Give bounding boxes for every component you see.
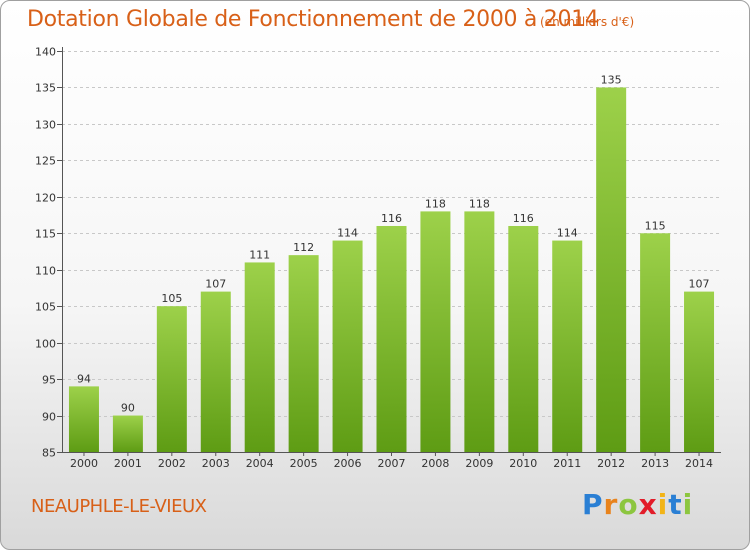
bar-value-label: 114 bbox=[557, 227, 578, 240]
x-tick-label: 2008 bbox=[421, 457, 449, 470]
y-tick-label: 95 bbox=[42, 374, 56, 387]
x-tick-label: 2013 bbox=[641, 457, 669, 470]
bar-value-label: 107 bbox=[205, 278, 226, 291]
y-tick-label: 90 bbox=[42, 411, 56, 424]
bars bbox=[68, 87, 715, 453]
proxiti-logo[interactable]: Proxiti bbox=[582, 488, 693, 521]
bar bbox=[244, 262, 275, 452]
x-tick-label: 2000 bbox=[70, 457, 98, 470]
bar-value-label: 116 bbox=[381, 212, 402, 225]
y-tick-label: 85 bbox=[42, 447, 56, 460]
bar bbox=[552, 240, 583, 452]
axes bbox=[57, 47, 721, 456]
y-tick-label: 110 bbox=[35, 265, 56, 278]
y-tick-label: 100 bbox=[35, 338, 56, 351]
x-tick-label: 2011 bbox=[553, 457, 581, 470]
logo-letter: r bbox=[603, 488, 619, 521]
bar bbox=[464, 211, 495, 452]
bar-value-label: 111 bbox=[249, 248, 270, 261]
bar bbox=[112, 415, 143, 452]
bar bbox=[332, 240, 363, 452]
bar-value-label: 94 bbox=[77, 372, 91, 385]
x-tick-label: 2009 bbox=[465, 457, 493, 470]
logo-letter: o bbox=[618, 488, 639, 521]
x-tick-label: 2002 bbox=[158, 457, 186, 470]
y-tick-label: 135 bbox=[35, 82, 56, 95]
y-tick-label: 130 bbox=[35, 119, 56, 132]
x-tick-label: 2004 bbox=[246, 457, 274, 470]
logo-letter: x bbox=[638, 488, 658, 521]
bar bbox=[200, 291, 231, 452]
y-tick-label: 105 bbox=[35, 301, 56, 314]
bar-value-label: 118 bbox=[469, 197, 490, 210]
bar bbox=[376, 225, 407, 452]
x-tick-label: 2014 bbox=[685, 457, 713, 470]
bar bbox=[288, 255, 319, 452]
y-tick-label: 120 bbox=[35, 192, 56, 205]
logo-letter: P bbox=[582, 488, 604, 521]
logo-letter: i bbox=[657, 488, 669, 521]
bar bbox=[640, 233, 671, 452]
y-tick-label: 115 bbox=[35, 228, 56, 241]
bar-value-label: 135 bbox=[601, 73, 622, 86]
bar bbox=[156, 306, 187, 452]
bar bbox=[68, 386, 99, 452]
bar bbox=[684, 291, 715, 452]
logo-letter: t bbox=[668, 488, 683, 521]
commune-name: NEAUPHLE-LE-VIEUX bbox=[31, 496, 207, 517]
x-tick-label: 2001 bbox=[114, 457, 142, 470]
bar-value-label: 105 bbox=[161, 292, 182, 305]
labels: 85 90 95 100 105 110 115 120 125 130 135 140 94 2000 9… bbox=[35, 46, 713, 471]
bar-value-label: 112 bbox=[293, 241, 314, 254]
bar-value-label: 107 bbox=[689, 278, 710, 291]
bar-value-label: 118 bbox=[425, 197, 446, 210]
x-tick-label: 2007 bbox=[378, 457, 406, 470]
y-tick-label: 125 bbox=[35, 155, 56, 168]
logo-letter: i bbox=[682, 488, 694, 521]
bar-value-label: 114 bbox=[337, 227, 358, 240]
bar-value-label: 116 bbox=[513, 212, 534, 225]
chart-subtitle: (en milliers d'€) bbox=[540, 15, 635, 29]
bar-value-label: 90 bbox=[121, 402, 135, 415]
x-tick-label: 2005 bbox=[290, 457, 318, 470]
x-tick-label: 2006 bbox=[334, 457, 362, 470]
x-tick-label: 2003 bbox=[202, 457, 230, 470]
y-tick-label: 140 bbox=[35, 46, 56, 59]
chart-title: Dotation Globale de Fonctionnement de 20… bbox=[27, 7, 599, 32]
x-tick-label: 2010 bbox=[509, 457, 537, 470]
bar bbox=[508, 225, 539, 452]
bar bbox=[596, 87, 627, 453]
x-tick-label: 2012 bbox=[597, 457, 625, 470]
bar bbox=[420, 211, 451, 452]
bar-value-label: 115 bbox=[645, 219, 666, 232]
